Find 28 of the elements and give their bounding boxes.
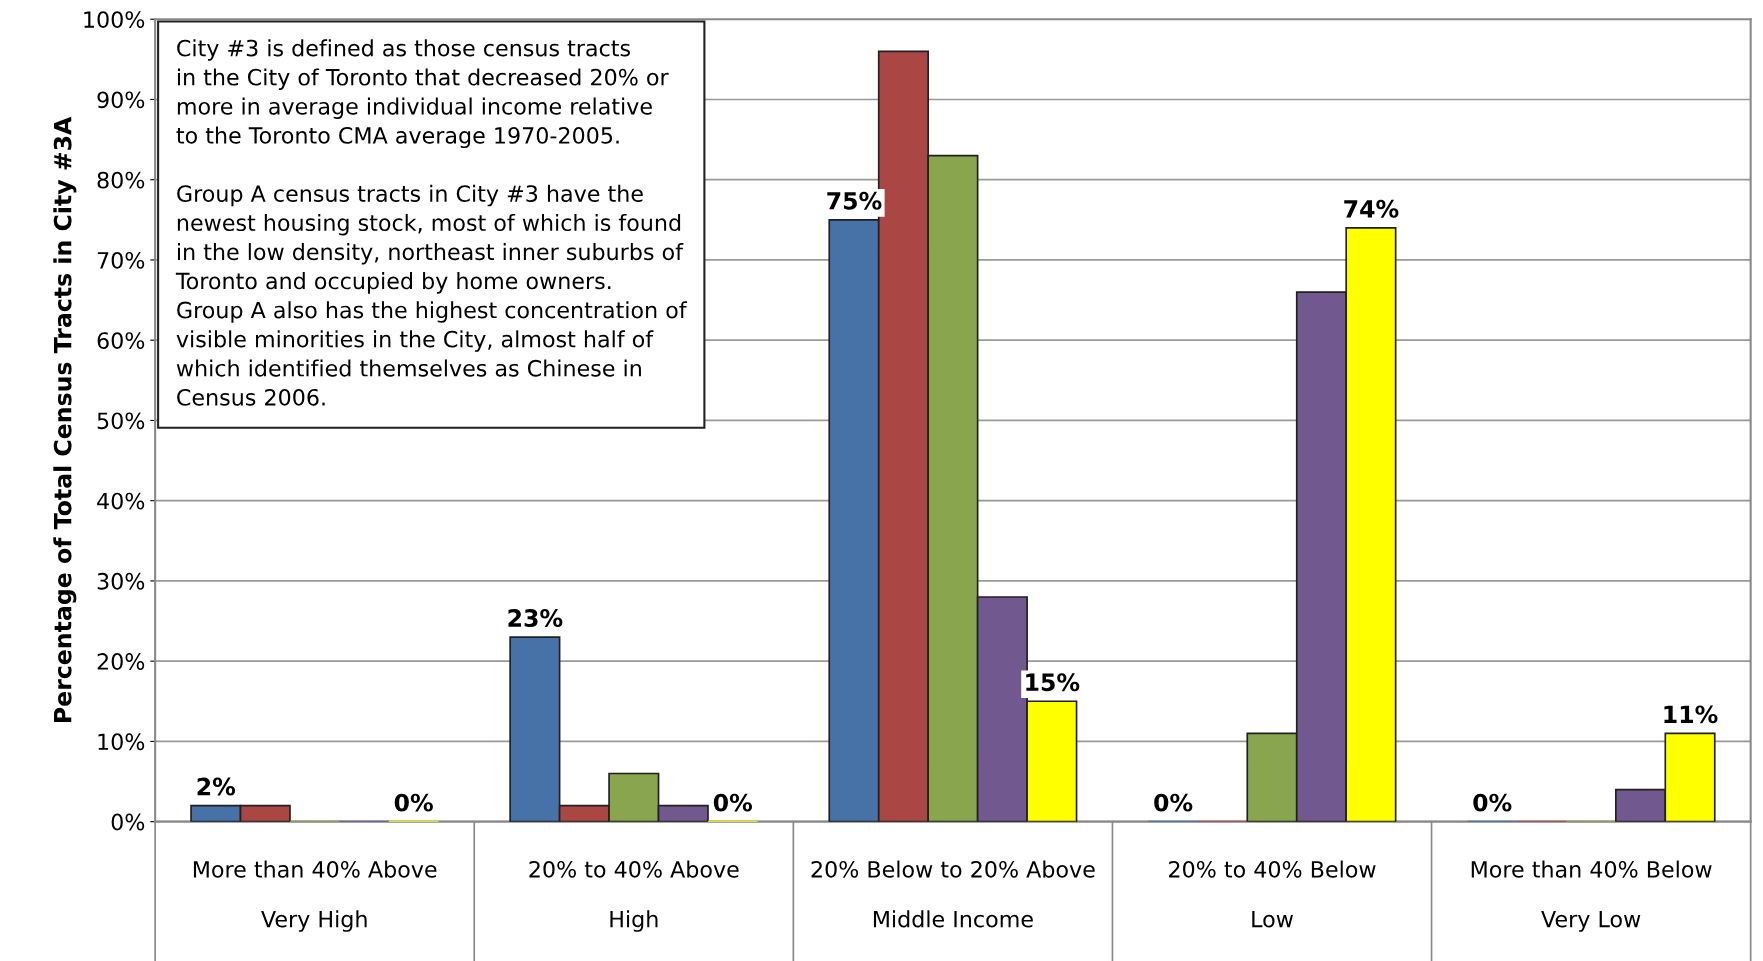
y-tick-label: 60% [97,332,145,349]
data-label: 0% [713,793,753,812]
data-label: 74% [1344,199,1399,218]
data-label: 2% [197,777,236,796]
y-tick-label: 20% [97,653,145,670]
category-label: 20% to 40% Below Low [1169,860,1376,928]
y-tick-label: 80% [97,171,145,189]
data-label: 75% [827,191,882,210]
y-tick-label: 70% [97,251,145,269]
y-tick-label: 100% [84,11,145,28]
category-label: 20% to 40% Above High [529,860,739,932]
y-tick-label: 90% [97,91,145,109]
y-axis-title: Percentage of Total Census Tracts in City #3A [53,116,77,722]
y-tick-label: 0% [111,813,145,831]
data-label: 0% [1154,793,1193,812]
data-label: 15% [1026,673,1080,692]
y-tick-label: 30% [97,572,145,590]
y-tick-label: 40% [97,492,145,510]
data-label: 11% [1664,705,1718,724]
data-label: 23% [508,609,563,627]
y-tick-label: 10% [98,733,145,751]
category-label: More than 40% Above Very High [193,860,437,932]
y-tick-label: 50% [97,412,145,430]
data-label: 0% [394,793,433,812]
category-label: More than 40% Below Very Low [1471,860,1712,932]
text: City #3 is defined as those census tracts in the City of Toronto that decreased 20% or more in average individual income relative to the Toronto CMA average 1970-2005. Group A census tracts in City #3 have the newest housing stock, most of which is found in the low density, northeast inner suburbs of Toronto and occupied by home owners. Group A also has the highest concentration of visible minorities in the City, almost half of which identified themselves as Chinese in Census 2006. [175,39,688,406]
data-label: 0% [1473,793,1512,812]
category-label: 20% Below to 20% Above Middle Income [811,860,1095,928]
